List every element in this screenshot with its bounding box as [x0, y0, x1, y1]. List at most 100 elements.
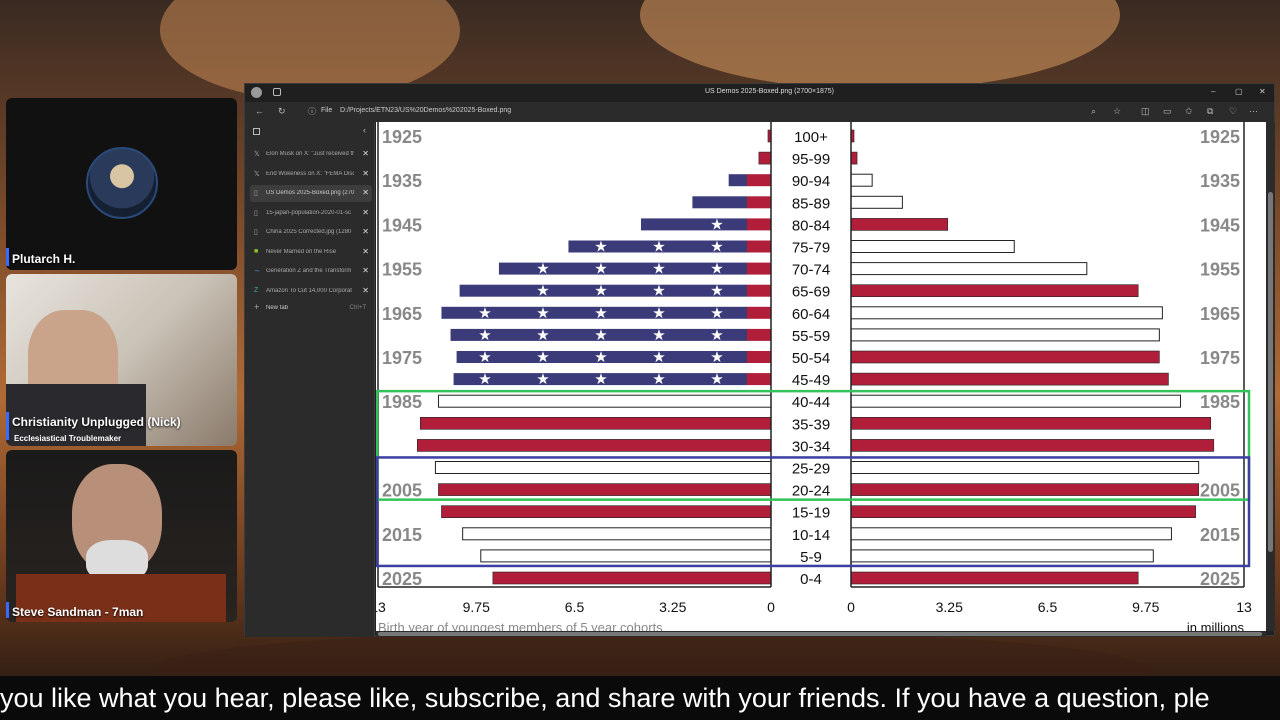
live-caption: you like what you hear, please like, sub…	[0, 676, 1280, 720]
profile-icon[interactable]	[251, 87, 262, 98]
back-icon[interactable]: ←	[255, 106, 264, 116]
birth-year-label-right: 1955	[1200, 260, 1240, 280]
file-icon: ▯	[254, 190, 258, 197]
age-group-label: 85-89	[792, 195, 830, 212]
workspaces-icon[interactable]	[273, 88, 281, 96]
split-screen-icon[interactable]: ◫	[1141, 106, 1150, 116]
age-group-label: 20-24	[792, 483, 830, 500]
age-group-label: 0-4	[800, 571, 822, 588]
collections-icon[interactable]: ⧉	[1207, 106, 1214, 116]
left-bar	[437, 394, 772, 408]
close-tab-icon[interactable]: ✕	[362, 246, 369, 256]
right-bar	[850, 549, 1154, 563]
close-tab-icon[interactable]: ✕	[362, 266, 369, 275]
left-bar	[420, 416, 772, 430]
x-icon: 𝕏	[254, 170, 260, 178]
collapse-sidebar-icon[interactable]: ‹	[363, 125, 366, 135]
close-tab-icon[interactable]: ✕	[362, 149, 369, 158]
participant-tile-3[interactable]: Steve Sandman - 7man	[6, 450, 237, 622]
health-icon[interactable]: ♡	[1229, 106, 1238, 116]
left-bar-stripe	[747, 373, 771, 386]
left-bar-stripe	[747, 328, 771, 341]
flag-star: ★	[710, 326, 723, 344]
tab-item[interactable]: Z Amazon To Cut 14,000 Corporat ✕	[250, 283, 372, 300]
close-tab-icon[interactable]: ✕	[362, 227, 369, 236]
tab-item[interactable]: ∼ Generation Z and the Transform ✕	[250, 263, 372, 280]
right-bar	[850, 350, 1160, 364]
left-bar	[416, 439, 772, 452]
info-icon[interactable]: ⓘ	[308, 107, 316, 116]
participant-tile-2[interactable]: Christianity Unplugged (Nick) Ecclesiast…	[6, 274, 237, 446]
birth-year-label-right: 1935	[1200, 171, 1240, 191]
participant-tile-1[interactable]: Plutarch H.	[6, 98, 237, 270]
close-icon[interactable]: ✕	[1259, 87, 1266, 96]
address-bar[interactable]: D:/Projects/ETN23/US%20Demos%202025-Boxe…	[340, 107, 512, 114]
sidebar-toggle-icon[interactable]: ▭	[1163, 106, 1172, 116]
right-bar	[850, 394, 1182, 408]
close-tab-icon[interactable]: ✕	[362, 207, 369, 217]
tab-item[interactable]: 𝕏 End Wokeness on X: "FEMA Disc ✕	[250, 166, 372, 183]
background-wing-right	[640, 0, 1120, 90]
tab-item[interactable]: 𝕏 Elon Musk on X: "Just received th ✕	[250, 146, 372, 163]
age-group-label: 95-99	[792, 151, 830, 168]
birth-year-label-right: 1925	[1200, 127, 1240, 147]
flag-star: ★	[652, 304, 665, 322]
flag-star: ★	[652, 238, 665, 256]
right-bar	[850, 571, 1139, 585]
left-bar	[434, 461, 772, 474]
tab-label: US Demos 2025-Boxed.png (270	[266, 190, 354, 196]
close-tab-icon[interactable]: ✕	[362, 168, 369, 178]
refresh-icon[interactable]: ↻	[278, 106, 286, 116]
birth-year-label-left: 2025	[382, 569, 422, 589]
right-bar	[850, 439, 1215, 452]
x-tick-label: 6.5	[565, 599, 585, 615]
flag-star: ★	[652, 326, 665, 344]
browser-window: US Demos 2025-Boxed.png (2700×1875) – ▢ …	[244, 83, 1275, 637]
maximize-icon[interactable]: ▢	[1235, 87, 1243, 96]
left-bar-stripe	[747, 174, 771, 187]
zoom-icon[interactable]: ⌕	[1091, 106, 1097, 116]
birth-year-label-right: 1975	[1200, 348, 1240, 368]
close-tab-icon[interactable]: ✕	[362, 188, 369, 197]
tab-item[interactable]: ▯ 15-japan-population-2020-01-sc ✕	[250, 205, 372, 222]
plus-icon: +	[254, 302, 260, 312]
participant-name: Steve Sandman - 7man	[12, 605, 144, 619]
scroll-thumb[interactable]	[1268, 192, 1273, 552]
left-bar	[568, 240, 747, 253]
right-bar	[850, 461, 1200, 474]
more-icon[interactable]: ⋯	[1249, 106, 1258, 116]
tab-item[interactable]: ■ Never Married on the Rise ✕	[250, 244, 372, 261]
vertical-scrollbar[interactable]	[1266, 122, 1275, 631]
left-bar	[692, 196, 747, 209]
tab-item[interactable]: ▯ US Demos 2025-Boxed.png (270 ✕	[250, 185, 372, 202]
highlight-box	[376, 456, 1251, 568]
left-bar-stripe	[747, 284, 771, 297]
birth-year-label-left: 2005	[382, 481, 422, 501]
new-tab-button[interactable]: + New tab Ctrl+T	[250, 300, 372, 317]
left-bar-stripe	[747, 351, 771, 363]
favorite-icon[interactable]: ☆	[1113, 106, 1122, 116]
age-group-label: 70-74	[792, 262, 830, 279]
tab-label: Never Married on the Rise	[266, 248, 337, 255]
minimize-icon[interactable]: –	[1211, 87, 1216, 96]
tab-item[interactable]: ▯ China 2025 Corrected.jpg (1280 ✕	[250, 224, 372, 241]
age-group-label: 10-14	[792, 527, 830, 544]
flag-star: ★	[652, 282, 665, 300]
birth-year-label-right: 1945	[1200, 215, 1240, 235]
age-group-label: 100+	[794, 129, 828, 146]
right-bar	[850, 173, 873, 187]
tab-actions-icon[interactable]	[253, 128, 260, 135]
avatar	[86, 147, 158, 219]
close-tab-icon[interactable]: ✕	[362, 285, 369, 295]
scroll-thumb[interactable]	[378, 632, 1262, 636]
birth-year-label-right: 2025	[1200, 569, 1240, 589]
flag-star: ★	[594, 370, 607, 388]
left-bar-stripe	[747, 240, 771, 253]
horizontal-scrollbar[interactable]	[376, 631, 1266, 637]
population-pyramid-chart: 100+ 95-99 90-94 85-89 ★ 80-84 ★ ★ ★ 75-79 ★ ★ ★ ★ 70-…	[376, 122, 1252, 631]
favorites-icon[interactable]: ✩	[1185, 106, 1193, 116]
birth-year-label-left: 1985	[382, 392, 422, 412]
participant-subtitle: Ecclesiastical Troublemaker	[14, 434, 122, 443]
flag-star: ★	[536, 348, 549, 366]
